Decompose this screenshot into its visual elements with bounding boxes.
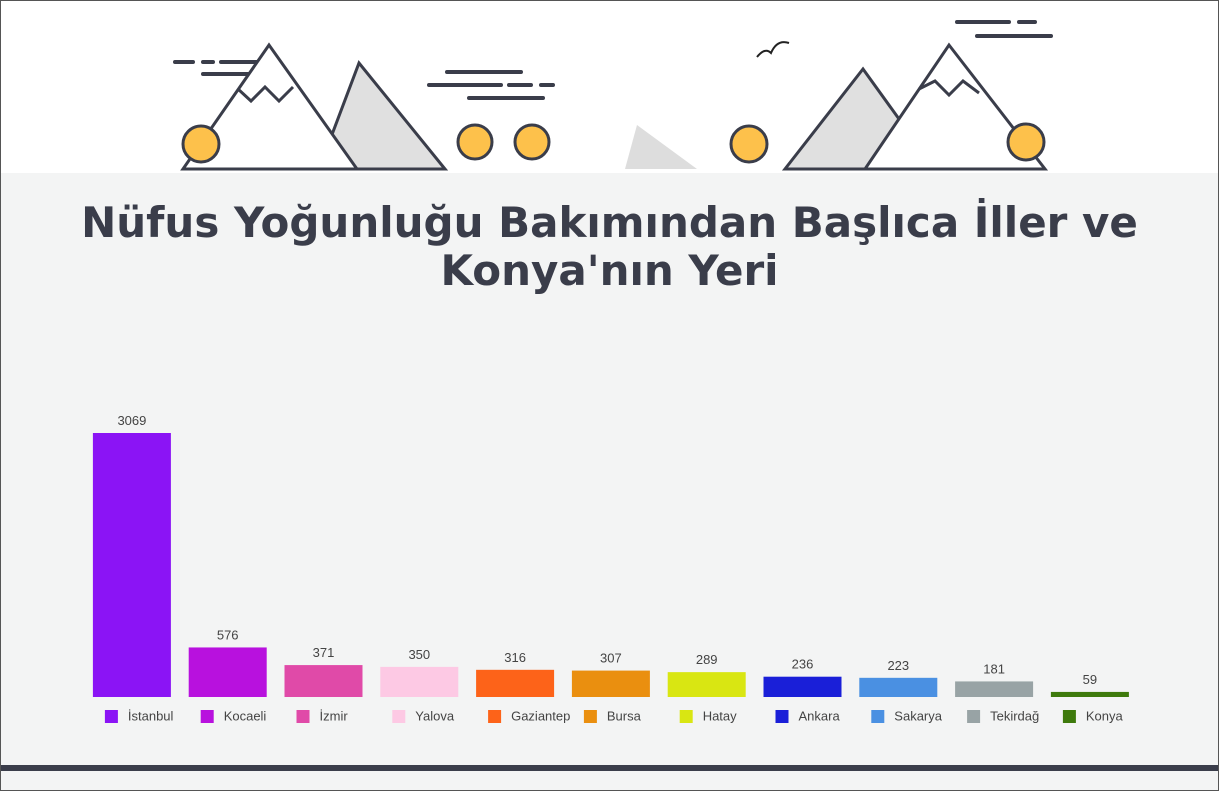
legend-label: Tekirdağ (990, 708, 1039, 723)
value-label: 236 (792, 657, 814, 672)
legend-swatch (680, 710, 693, 723)
bar (476, 670, 554, 697)
bar (1051, 692, 1129, 697)
bar (955, 681, 1033, 697)
value-label: 289 (696, 652, 718, 667)
infographic: Nüfus Yoğunluğu Bakımından Başlıca İller… (0, 0, 1219, 791)
bar (285, 665, 363, 697)
legend-swatch (297, 710, 310, 723)
chart-title: Nüfus Yoğunluğu Bakımından Başlıca İller… (21, 199, 1198, 295)
bar (572, 671, 650, 697)
legend-label: Gaziantep (511, 708, 570, 723)
legend-label: Bursa (607, 708, 642, 723)
value-label: 3069 (117, 413, 146, 428)
legend-swatch (488, 710, 501, 723)
legend-swatch (871, 710, 884, 723)
legend-label: Ankara (799, 708, 841, 723)
bar (764, 677, 842, 697)
legend-swatch (1063, 710, 1076, 723)
legend-swatch (105, 710, 118, 723)
legend-label: İzmir (320, 708, 349, 723)
value-label: 307 (600, 651, 622, 666)
value-label: 576 (217, 627, 239, 642)
value-label: 350 (408, 647, 430, 662)
legend-label: Kocaeli (224, 708, 267, 723)
value-label: 59 (1083, 672, 1097, 687)
legend-label: Konya (1086, 708, 1124, 723)
bar (859, 678, 937, 697)
legend-swatch (776, 710, 789, 723)
bar (668, 672, 746, 697)
legend-swatch (967, 710, 980, 723)
legend-label: Hatay (703, 708, 737, 723)
value-label: 316 (504, 650, 526, 665)
bar (93, 433, 171, 697)
legend-swatch (392, 710, 405, 723)
legend-swatch (201, 710, 214, 723)
value-label: 223 (887, 658, 909, 673)
header-illustration (1, 1, 1218, 173)
bar (189, 647, 267, 697)
value-label: 371 (313, 645, 335, 660)
legend-label: Yalova (415, 708, 455, 723)
legend-swatch (584, 710, 597, 723)
value-label: 181 (983, 661, 1005, 676)
legend-label: Sakarya (894, 708, 942, 723)
chart: 3069 İstanbul 576 Kocaeli 371 İzmir 350 Yalova 3… (1, 381, 1218, 790)
bar (380, 667, 458, 697)
legend-label: İstanbul (128, 708, 174, 723)
